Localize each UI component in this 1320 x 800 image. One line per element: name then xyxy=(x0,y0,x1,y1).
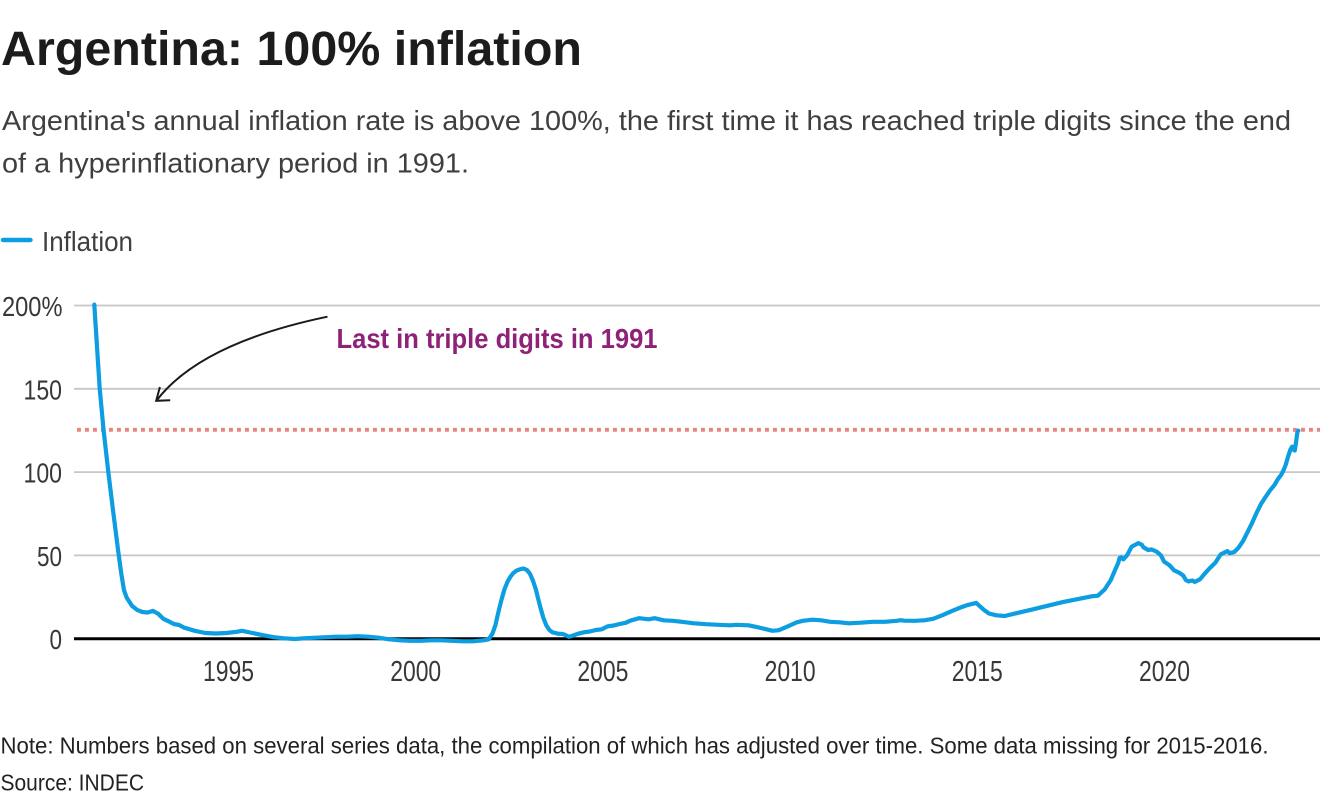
svg-text:200%: 200% xyxy=(2,291,63,322)
svg-text:of a hyperinflationary period: of a hyperinflationary period in 1991. xyxy=(2,148,469,179)
svg-text:1995: 1995 xyxy=(203,656,254,688)
svg-text:2005: 2005 xyxy=(577,656,628,688)
svg-text:Inflation: Inflation xyxy=(42,226,133,257)
svg-text:Argentina: 100% inflation: Argentina: 100% inflation xyxy=(1,22,582,76)
svg-text:50: 50 xyxy=(37,541,62,572)
svg-text:2020: 2020 xyxy=(1139,656,1190,688)
svg-text:Source: INDEC: Source: INDEC xyxy=(1,770,145,796)
svg-text:2010: 2010 xyxy=(765,656,816,688)
svg-text:2000: 2000 xyxy=(390,656,441,688)
svg-text:100: 100 xyxy=(24,458,63,489)
svg-text:Argentina's annual inflation r: Argentina's annual inflation rate is abo… xyxy=(2,105,1291,136)
svg-text:0: 0 xyxy=(50,624,63,655)
svg-text:150: 150 xyxy=(24,374,63,405)
svg-text:Note: Numbers based on several: Note: Numbers based on several series da… xyxy=(1,733,1269,759)
svg-text:Last in triple digits in 1991: Last in triple digits in 1991 xyxy=(337,323,658,354)
svg-text:2015: 2015 xyxy=(952,656,1003,688)
